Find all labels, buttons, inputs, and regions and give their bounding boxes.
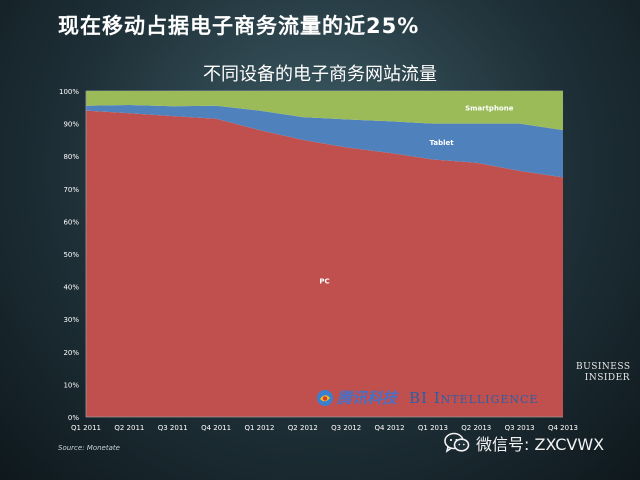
source-note: Source: Monetate (58, 444, 120, 452)
y-tick-label: 20% (63, 349, 79, 357)
x-tick-label: Q2 2013 (461, 424, 491, 432)
y-tick-label: 40% (63, 284, 79, 292)
series-label-smartphone: Smartphone (465, 104, 514, 112)
watermark-bi-intelligence: BI Intelligence (409, 388, 539, 407)
chart-title: 不同设备的电子商务网站流量 (203, 64, 437, 85)
x-tick-label: Q4 2011 (201, 424, 231, 432)
x-tick-label: Q3 2012 (331, 424, 361, 432)
tencent-logo-icon (317, 389, 333, 406)
y-tick-label: 60% (63, 218, 79, 226)
wechat-id: 微信号: ZXCVWX (444, 431, 604, 455)
x-tick-label: Q4 2013 (548, 424, 578, 432)
series-label-tablet: Tablet (430, 139, 455, 147)
business-insider-logo: BUSINESS INSIDER (576, 362, 630, 384)
x-tick-label: Q2 2012 (288, 424, 318, 432)
x-tick-label: Q1 2011 (71, 424, 101, 432)
watermark: 腾讯科技 BI Intelligence (316, 387, 539, 408)
y-tick-label: 0% (68, 414, 79, 422)
y-tick-label: 100% (59, 88, 79, 96)
y-tick-label: 80% (63, 153, 79, 161)
y-tick-label: 10% (63, 381, 79, 389)
x-tick-label: Q4 2012 (375, 424, 405, 432)
x-tick-label: Q1 2013 (418, 424, 448, 432)
area-smartphone (86, 91, 563, 131)
x-tick-label: Q2 2011 (114, 424, 144, 432)
area-tablet (86, 105, 563, 178)
business-insider-line2: INSIDER (584, 373, 630, 383)
x-tick-label: Q1 2012 (244, 424, 274, 432)
y-tick-label: 70% (63, 186, 79, 194)
headline: 现在移动占据电子商务流量的近25% (58, 14, 420, 38)
x-tick-label: Q3 2011 (158, 424, 188, 432)
y-tick-label: 90% (63, 121, 79, 129)
y-tick-label: 50% (63, 251, 79, 259)
y-tick-label: 30% (63, 316, 79, 324)
watermark-tencent: 腾讯科技 (337, 389, 398, 407)
business-insider-line1: BUSINESS (576, 362, 631, 372)
wechat-label: 微信号: ZXCVWX (476, 435, 605, 454)
series-label-pc: PC (319, 277, 329, 285)
x-tick-label: Q3 2013 (505, 424, 535, 432)
wechat-icon (444, 432, 470, 453)
area-pc (86, 110, 563, 417)
